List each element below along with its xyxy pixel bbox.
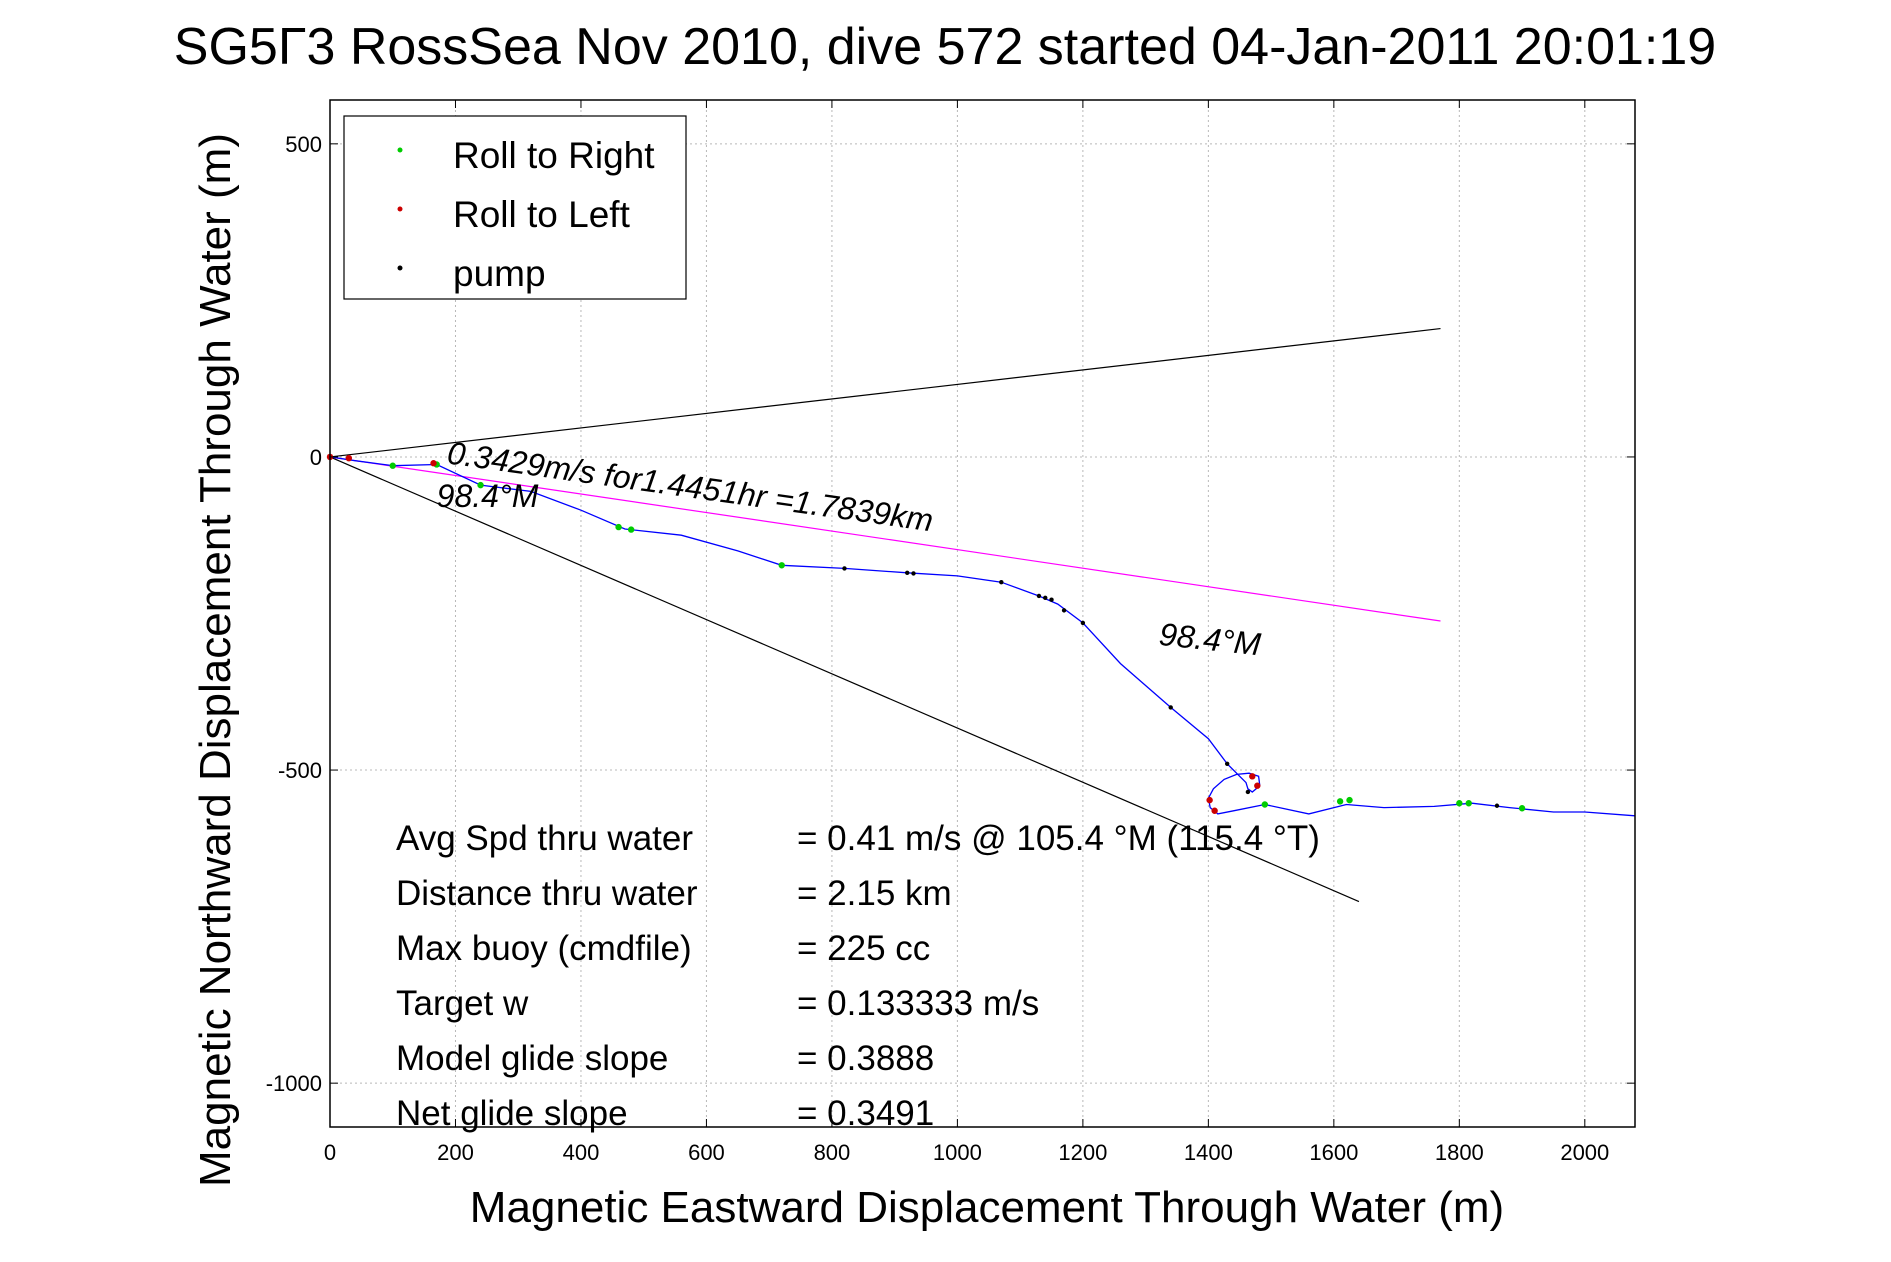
x-tick-label: 1000 xyxy=(933,1140,982,1165)
pump-marker xyxy=(1036,593,1042,599)
y-tick-label: 0 xyxy=(310,445,322,470)
annotation-text: 98.4°M xyxy=(1157,616,1262,662)
net-displacement xyxy=(329,456,1441,622)
stat-label: Net glide slope xyxy=(396,1094,628,1133)
annotation-text: 98.4°M xyxy=(437,478,539,514)
stats-block: Avg Spd thru water = 0.41 m/s @ 105.4 °M … xyxy=(396,819,1320,1133)
legend-marker xyxy=(397,265,403,271)
heading-line-upper xyxy=(329,327,1441,458)
x-tick-label: 800 xyxy=(814,1140,851,1165)
stat-label: Avg Spd thru water xyxy=(396,819,693,858)
x-tick-label: 0 xyxy=(324,1140,336,1165)
roll-right-marker xyxy=(1346,796,1353,804)
x-axis-ticks: 0 200 400 600 800 1000 1200 1400 1600 1800 2000 xyxy=(324,100,1609,1165)
roll-left-marker xyxy=(345,454,353,462)
legend-label: pump xyxy=(453,253,546,294)
roll-right-marker xyxy=(477,481,484,489)
pump-marker xyxy=(1043,595,1048,601)
x-tick-label: 1800 xyxy=(1435,1140,1484,1165)
stat-value: = 0.133333 m/s xyxy=(797,984,1039,1023)
chart-title: SG5Γ3 RossSea Nov 2010, dive 572 started… xyxy=(174,18,1716,76)
heading-line-lower xyxy=(329,456,1360,903)
pump-marker xyxy=(1080,620,1086,626)
legend: Roll to Right Roll to Left pump xyxy=(343,115,687,300)
y-axis-ticks: 500 0 -500 -1000 xyxy=(266,132,1635,1096)
plot-area-border xyxy=(329,99,1636,1128)
roll-left-marker xyxy=(1211,807,1218,814)
pump-marker xyxy=(999,579,1004,585)
roll-right-marker xyxy=(1336,798,1344,805)
y-axis-label: Magnetic Northward Displacement Through … xyxy=(191,133,240,1187)
legend-marker xyxy=(397,147,403,153)
y-tick-label: -500 xyxy=(278,758,322,783)
roll-right-marker xyxy=(1261,801,1269,808)
grid xyxy=(329,100,1635,1127)
roll-left-marker xyxy=(1254,782,1261,789)
pump-marker xyxy=(1061,608,1067,613)
legend-label: Roll to Right xyxy=(453,135,655,176)
x-tick-label: 200 xyxy=(437,1140,474,1165)
pump-marker xyxy=(1494,803,1500,808)
pump-marker xyxy=(1049,597,1054,602)
x-tick-label: 400 xyxy=(563,1140,600,1165)
roll-right-marker xyxy=(1518,805,1526,812)
roll-right-marker xyxy=(1456,800,1463,807)
stat-value: = 0.41 m/s @ 105.4 °M (115.4 °T) xyxy=(797,819,1320,858)
roll-right-marker xyxy=(778,562,785,569)
roll-left-marker xyxy=(430,460,437,467)
stat-value: = 0.3491 xyxy=(797,1094,934,1133)
x-tick-label: 1200 xyxy=(1058,1140,1107,1165)
stat-label: Max buoy (cmdfile) xyxy=(396,929,692,968)
pump-marker xyxy=(905,570,910,575)
track-line-group xyxy=(329,456,1636,817)
legend-marker xyxy=(397,206,403,212)
x-tick-label: 1400 xyxy=(1184,1140,1233,1165)
roll-right-marker xyxy=(389,462,396,469)
reference-lines xyxy=(329,327,1441,903)
stat-value: = 0.3888 xyxy=(797,1039,934,1078)
pump-marker xyxy=(842,566,847,571)
roll-left-marker xyxy=(1206,796,1213,804)
track-line xyxy=(329,456,1636,817)
roll-right-marker xyxy=(1465,800,1472,807)
annotations: 0.3429m/s for1.4451hr =1.7839km98.4°M98.… xyxy=(437,434,1263,662)
roll-left-marker xyxy=(1249,773,1256,780)
x-tick-label: 1600 xyxy=(1309,1140,1358,1165)
pump-marker xyxy=(1224,761,1230,766)
legend-label: Roll to Left xyxy=(453,194,631,235)
markers xyxy=(326,453,1526,814)
roll-right-marker xyxy=(615,523,622,531)
stat-label: Model glide slope xyxy=(396,1039,668,1078)
stat-label: Distance thru water xyxy=(396,874,698,913)
x-tick-label: 2000 xyxy=(1560,1140,1609,1165)
stat-value: = 2.15 km xyxy=(797,874,952,913)
pump-marker xyxy=(911,571,916,576)
x-axis-label: Magnetic Eastward Displacement Through W… xyxy=(470,1183,1504,1232)
x-tick-label: 600 xyxy=(688,1140,725,1165)
stat-label: Target w xyxy=(396,984,529,1023)
stat-value: = 225 cc xyxy=(797,929,930,968)
pump-marker xyxy=(1168,705,1173,710)
y-tick-label: 500 xyxy=(285,132,322,157)
y-tick-label: -1000 xyxy=(266,1071,322,1096)
pump-marker xyxy=(1245,789,1251,795)
roll-right-marker xyxy=(627,526,635,533)
